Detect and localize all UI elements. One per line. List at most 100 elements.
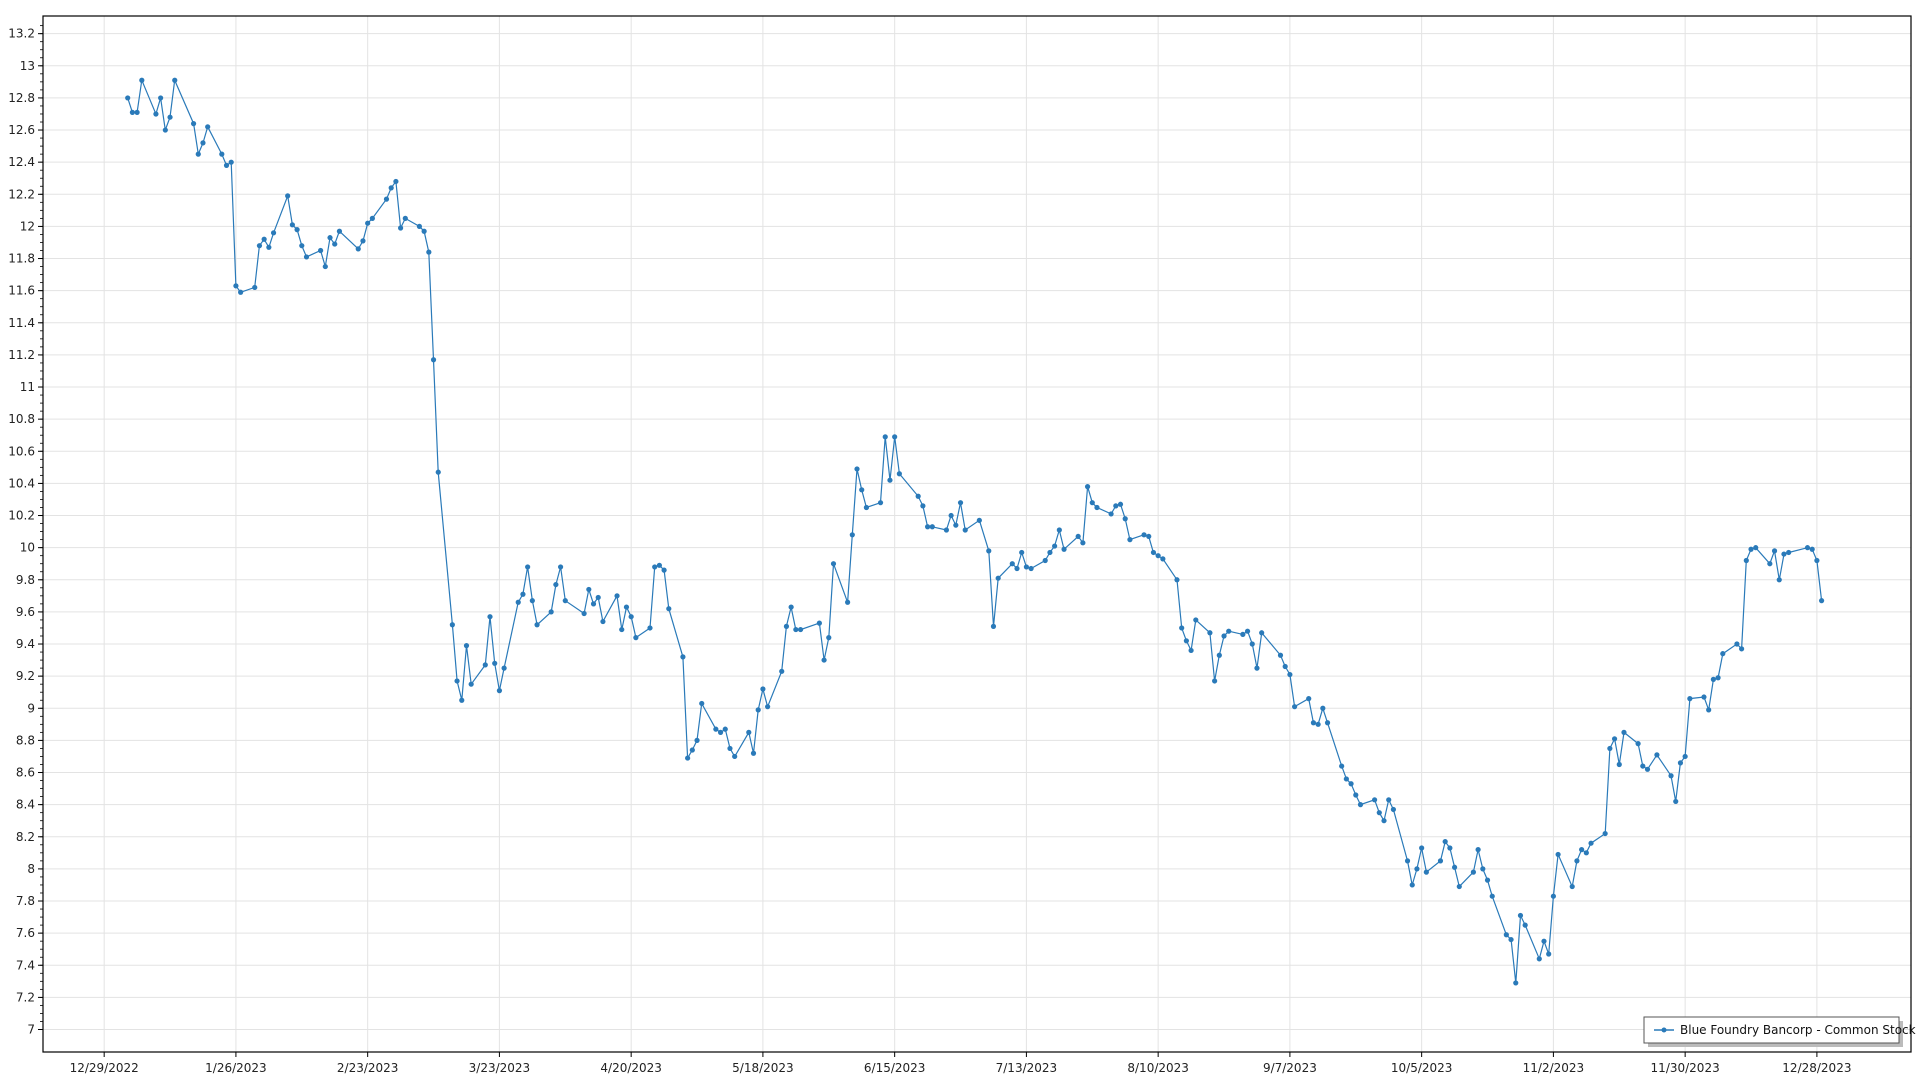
data-point — [322, 263, 328, 270]
data-point — [859, 487, 865, 493]
data-point — [1536, 956, 1542, 962]
y-tick-label: 12.2 — [8, 187, 35, 201]
y-tick-label: 7.4 — [16, 958, 35, 972]
y-tick-label: 12.4 — [8, 155, 35, 169]
data-point — [1555, 851, 1561, 858]
data-point — [1047, 549, 1053, 556]
data-point — [525, 564, 531, 570]
data-point — [915, 493, 921, 499]
data-point — [332, 241, 338, 247]
data-point — [647, 625, 653, 631]
data-point — [1404, 858, 1411, 864]
data-point — [628, 614, 634, 620]
data-point — [1287, 671, 1293, 678]
data-point — [995, 575, 1001, 581]
data-point — [454, 678, 460, 684]
data-point — [689, 747, 695, 753]
data-point — [948, 512, 954, 519]
data-point — [1470, 869, 1477, 875]
data-point — [1343, 776, 1349, 782]
data-point — [581, 610, 587, 617]
data-point — [1682, 753, 1688, 760]
data-point — [1607, 745, 1613, 752]
data-point — [1277, 652, 1284, 658]
data-point — [614, 593, 620, 599]
data-point — [694, 737, 700, 743]
data-point — [1028, 565, 1034, 572]
data-point — [1244, 628, 1251, 634]
legend-marker-icon — [1661, 1027, 1667, 1033]
data-point — [1635, 741, 1641, 747]
data-point — [200, 140, 206, 146]
y-tick-label: 10.6 — [8, 444, 35, 458]
y-tick-label: 8.4 — [16, 798, 35, 812]
data-point — [1423, 869, 1429, 875]
data-point — [1503, 932, 1509, 938]
data-point — [1348, 781, 1354, 787]
data-point — [1019, 549, 1025, 556]
data-point — [515, 599, 521, 605]
data-point — [962, 527, 968, 533]
data-point — [882, 434, 888, 440]
data-point — [1339, 763, 1345, 769]
data-point — [365, 220, 371, 226]
data-point — [1541, 938, 1547, 944]
data-point — [223, 162, 230, 168]
data-point — [205, 124, 211, 130]
data-point — [1282, 663, 1288, 670]
y-tick-label: 8.8 — [16, 733, 35, 747]
data-point — [1216, 652, 1222, 658]
data-point — [1108, 511, 1114, 517]
data-point — [1522, 922, 1528, 928]
data-point — [1061, 546, 1067, 552]
data-point — [732, 753, 738, 760]
data-point — [492, 660, 498, 666]
data-point — [336, 228, 343, 234]
data-point — [1701, 694, 1707, 700]
data-point — [892, 434, 898, 440]
y-tick-label: 11.6 — [8, 284, 35, 298]
data-point — [1240, 631, 1246, 637]
data-point — [1673, 798, 1679, 805]
data-point — [1226, 628, 1232, 634]
data-point — [125, 95, 131, 101]
data-point — [750, 750, 757, 756]
data-point — [1306, 696, 1312, 702]
data-point — [1786, 549, 1792, 556]
data-point — [553, 581, 559, 588]
plot-frame — [42, 15, 1912, 1053]
data-point — [1014, 565, 1020, 572]
data-point — [957, 500, 964, 506]
data-point — [1390, 806, 1397, 813]
data-point — [233, 283, 239, 289]
data-point — [793, 626, 799, 633]
data-point — [717, 729, 724, 735]
data-point — [388, 185, 394, 191]
data-point — [877, 500, 884, 506]
y-tick-label: 13 — [20, 59, 35, 73]
data-point — [426, 249, 432, 255]
data-point — [1748, 546, 1754, 552]
data-point — [1146, 533, 1152, 540]
y-tick-label: 10.4 — [8, 476, 35, 490]
data-point — [1668, 773, 1674, 779]
data-point — [463, 643, 470, 649]
data-point — [990, 623, 997, 629]
data-point — [266, 244, 272, 250]
data-point — [656, 562, 662, 568]
data-point — [797, 626, 804, 633]
data-point — [1456, 883, 1462, 890]
data-point — [1734, 641, 1740, 647]
data-point — [1447, 845, 1453, 851]
data-point — [1056, 527, 1062, 533]
data-point — [1546, 951, 1552, 957]
data-point — [1508, 936, 1514, 943]
data-point — [953, 522, 959, 528]
data-point — [449, 622, 455, 628]
x-tick-label: 6/15/2023 — [864, 1061, 926, 1075]
data-point — [1094, 504, 1100, 511]
data-point — [1569, 883, 1575, 890]
data-point — [534, 622, 540, 628]
data-point — [986, 548, 992, 554]
data-point — [562, 598, 568, 604]
